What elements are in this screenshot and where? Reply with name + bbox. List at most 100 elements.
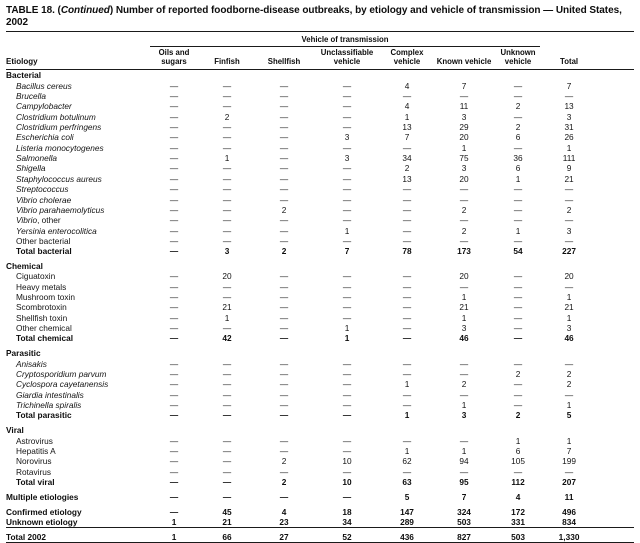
value-cell: — — [342, 101, 352, 112]
value-cell: — — [459, 389, 469, 400]
value-cell: 2 — [281, 204, 287, 215]
value-cell: — — [513, 466, 523, 477]
value-cell: 26 — [564, 132, 574, 143]
value-cell: — — [342, 292, 352, 303]
etiology-label: Astrovirus — [16, 435, 53, 446]
value-cell: — — [222, 225, 232, 236]
value-cell: — — [279, 194, 289, 205]
value-cell: 436 — [400, 531, 414, 542]
value-cell: — — [222, 173, 232, 184]
value-cell: — — [169, 153, 179, 164]
value-cell: — — [564, 281, 574, 292]
value-cell: — — [279, 184, 289, 195]
value-cell: 1 — [404, 410, 410, 421]
table-row: Total parasitic — — — — 1 3 2 5 — [6, 410, 634, 420]
spacer-cell — [594, 379, 634, 389]
value-cell: — — [342, 204, 352, 215]
spacer-cell — [594, 195, 634, 205]
spacer-cell — [594, 532, 634, 543]
etiology-label: Vibrio cholerae — [6, 195, 146, 205]
value-cell: — — [222, 379, 232, 390]
value-cell: — — [513, 184, 523, 195]
table-row: Confirmed etiology — 45 4 18 147 324 172 496 — [6, 507, 634, 517]
value-cell: 31 — [564, 122, 574, 133]
value-cell: — — [169, 271, 179, 282]
etiology-name-suffix: , other — [37, 215, 61, 226]
value-cell: 324 — [457, 506, 471, 517]
value-cell — [436, 425, 492, 435]
value-cell: — — [279, 235, 289, 246]
value-cell: — — [222, 132, 232, 143]
value-cell: 1 — [515, 225, 521, 236]
value-cell: — — [279, 281, 289, 292]
value-cell: 1 — [461, 445, 467, 456]
column-header: Oils and sugars — [146, 46, 202, 71]
spacer-cell — [594, 467, 634, 477]
table-row: Ciguatoxin — 20 — — — 20 — 20 — [6, 271, 634, 281]
value-cell: 34 — [342, 516, 352, 527]
value-cell: 1 — [404, 111, 410, 122]
etiology-label: Total bacterial — [16, 246, 72, 257]
etiology-label: Mushroom toxin — [16, 292, 76, 303]
spacer-cell — [594, 446, 634, 456]
value-cell: 78 — [402, 246, 412, 257]
value-cell: 172 — [511, 506, 525, 517]
value-cell: — — [169, 163, 179, 174]
etiology-header: Etiology — [6, 46, 146, 71]
value-cell: 20 — [459, 173, 469, 184]
value-cell: — — [459, 281, 469, 292]
value-cell: — — [279, 400, 289, 411]
value-cell: 4 — [404, 101, 410, 112]
etiology-label: Vibrio parahaemolyticus — [6, 205, 146, 215]
value-cell: 227 — [562, 246, 576, 257]
value-cell: 496 — [562, 506, 576, 517]
table-row: Shellfish toxin — 1 — — — 1 — 1 — [6, 313, 634, 323]
value-cell: — — [169, 410, 179, 421]
value-cell: 112 — [511, 476, 525, 487]
etiology-label: Clostridium perfringens — [6, 122, 146, 132]
value-cell: — — [402, 312, 412, 323]
title-suffix: ) Number of reported foodborne-disease o… — [6, 5, 622, 28]
value-cell — [544, 425, 594, 435]
value-cell: 45 — [222, 506, 232, 517]
table-row: Brucella — — — — — — — — — [6, 91, 634, 101]
value-cell: — — [459, 215, 469, 226]
etiology-label: Cyclospora cayetanensis — [6, 379, 146, 389]
value-cell: — — [513, 358, 523, 369]
table-row: Clostridium botulinum — 2 — — 1 3 — 3 — [6, 112, 634, 122]
value-cell: — — [402, 369, 412, 380]
value-cell — [436, 261, 492, 271]
value-cell: 21 — [459, 302, 469, 313]
value-cell: 331 — [511, 516, 525, 527]
value-cell: — — [342, 271, 352, 282]
etiology-label: Total viral — [16, 476, 55, 487]
spacer-cell — [594, 33, 634, 47]
etiology-label: Yersinia enterocolitica — [6, 226, 146, 236]
value-cell: — — [222, 122, 232, 133]
value-cell: — — [402, 302, 412, 313]
value-cell: 63 — [402, 476, 412, 487]
etiology-label: Listeria monocytogenes — [6, 143, 146, 153]
table-row: Mushroom toxin — — — — — 1 — 1 — [6, 292, 634, 302]
value-cell: 503 — [511, 531, 525, 542]
title-prefix: TABLE 18. ( — [6, 5, 61, 16]
value-cell: 66 — [222, 531, 232, 542]
value-cell: 1 — [461, 400, 467, 411]
value-cell: — — [279, 111, 289, 122]
value-cell: — — [342, 142, 352, 153]
spacer-cell — [594, 261, 634, 271]
value-cell: 4 — [281, 506, 287, 517]
value-cell: 2 — [566, 204, 572, 215]
table-row: Other chemical — — — 1 — 3 — 3 — [6, 323, 634, 333]
value-cell: 29 — [459, 122, 469, 133]
value-cell: — — [513, 91, 523, 102]
value-cell: — — [169, 132, 179, 143]
value-cell — [316, 261, 378, 271]
etiology-label: Salmonella — [6, 153, 146, 163]
value-cell: 10 — [342, 476, 352, 487]
table-row: Cyclospora cayetanensis — — — — 1 2 — 2 — [6, 379, 634, 389]
value-cell: — — [402, 435, 412, 446]
spacer-cell — [594, 236, 634, 246]
value-cell: 34 — [402, 153, 412, 164]
value-cell: — — [279, 491, 289, 502]
